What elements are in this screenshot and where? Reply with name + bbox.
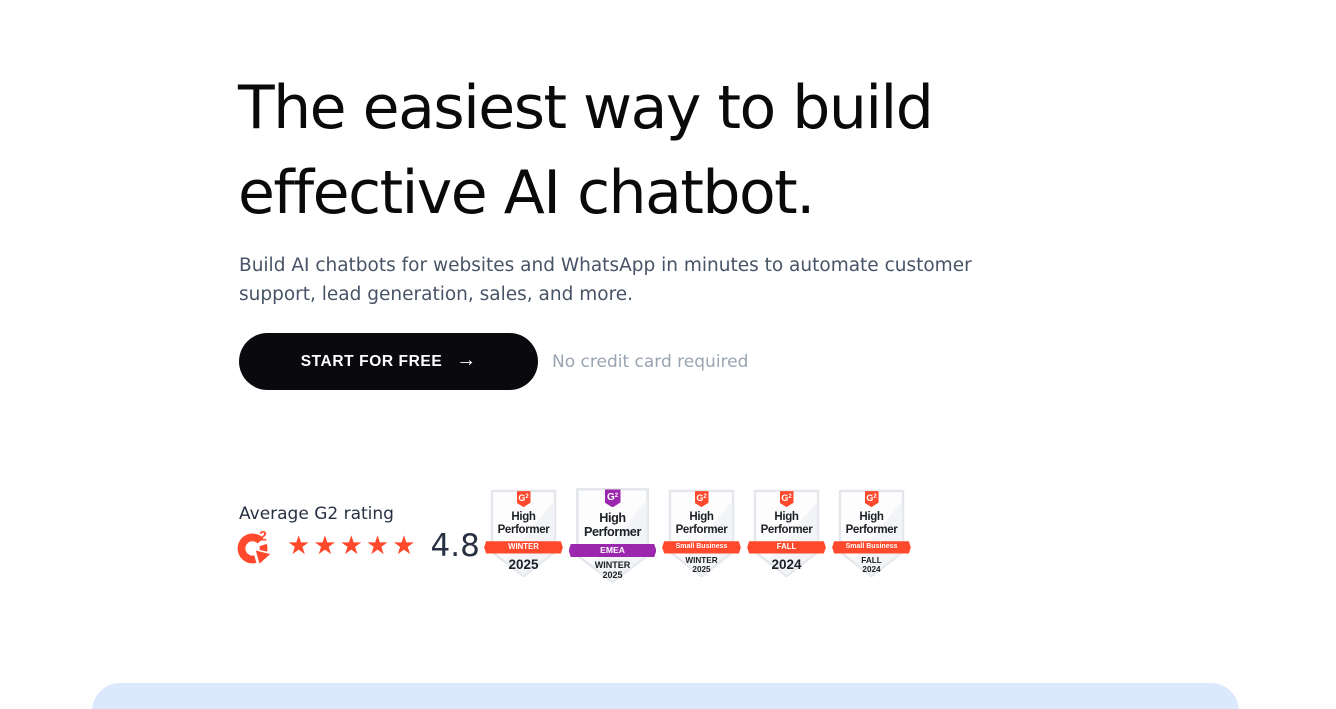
g2-badge-icon: G2: [864, 491, 879, 508]
badge-period: 2024: [771, 556, 802, 572]
hero-subtitle: Build AI chatbots for websites and Whats…: [239, 252, 972, 309]
badge-title: High Performer: [583, 510, 641, 539]
badges-row: G2 High Performer WINTER 2025 G2 High Pe…: [484, 486, 911, 585]
g2-badge-icon: G2: [604, 489, 621, 508]
page-title-line2: effective AI chatbot.: [238, 158, 815, 228]
g2-badge-icon: G2: [694, 491, 709, 508]
hero-subtitle-line2: support, lead generation, sales, and mor…: [239, 283, 634, 305]
badge-ribbon: WINTER: [484, 541, 563, 554]
no-credit-card-note: No credit card required: [552, 351, 749, 372]
page-title: The easiest way to build effective AI ch…: [238, 66, 934, 236]
badge-shield-shape: [575, 487, 650, 584]
star-rating-icons: ★★★★★: [287, 531, 419, 561]
badge-period: WINTER 2025: [685, 555, 718, 575]
g2-badge: G2 High Performer WINTER 2025: [484, 488, 563, 579]
next-section-panel: [92, 683, 1239, 709]
badge-shield-shape: [753, 489, 820, 578]
arrow-right-icon: →: [456, 349, 477, 371]
badge-period: FALL 2024: [861, 555, 882, 575]
hero-subtitle-line1: Build AI chatbots for websites and Whats…: [239, 255, 972, 276]
start-for-free-button[interactable]: START FOR FREE →: [239, 333, 538, 390]
badge-title: High Performer: [760, 510, 813, 536]
g2-rating-label: Average G2 rating: [239, 504, 394, 524]
badge-title: High Performer: [675, 510, 728, 536]
g2-badge: G2 High Performer Small Business WINTER …: [662, 488, 741, 579]
badge-shield-shape: [838, 489, 905, 578]
badge-ribbon: Small Business: [662, 541, 741, 554]
badge-ribbon: EMEA: [568, 543, 657, 558]
cta-row: START FOR FREE → No credit card required: [239, 333, 748, 390]
start-for-free-label: START FOR FREE: [300, 352, 443, 370]
g2-badge: G2 High Performer FALL 2024: [747, 488, 826, 579]
svg-text:2: 2: [259, 528, 267, 544]
g2-badge-icon: G2: [516, 491, 531, 508]
badge-shield-shape: [490, 489, 557, 578]
page-title-line1: The easiest way to build: [238, 73, 934, 143]
badge-ribbon: Small Business: [832, 541, 911, 554]
badge-title: High Performer: [845, 510, 898, 536]
badge-period: 2025: [508, 556, 539, 572]
badge-shield-shape: [668, 489, 735, 578]
g2-badge-icon: G2: [779, 491, 794, 508]
badge-period: WINTER 2025: [594, 559, 631, 581]
g2-rating-row: 2 ★★★★★ 4.8: [237, 528, 480, 564]
g2-badge: G2 High Performer Small Business FALL 20…: [832, 488, 911, 579]
badge-ribbon: FALL: [747, 541, 826, 554]
rating-score: 4.8: [430, 528, 480, 564]
badge-title: High Performer: [497, 510, 550, 536]
g2-badge: G2 High Performer EMEA WINTER 2025: [568, 486, 657, 585]
g2-logo-icon: 2: [237, 528, 273, 564]
